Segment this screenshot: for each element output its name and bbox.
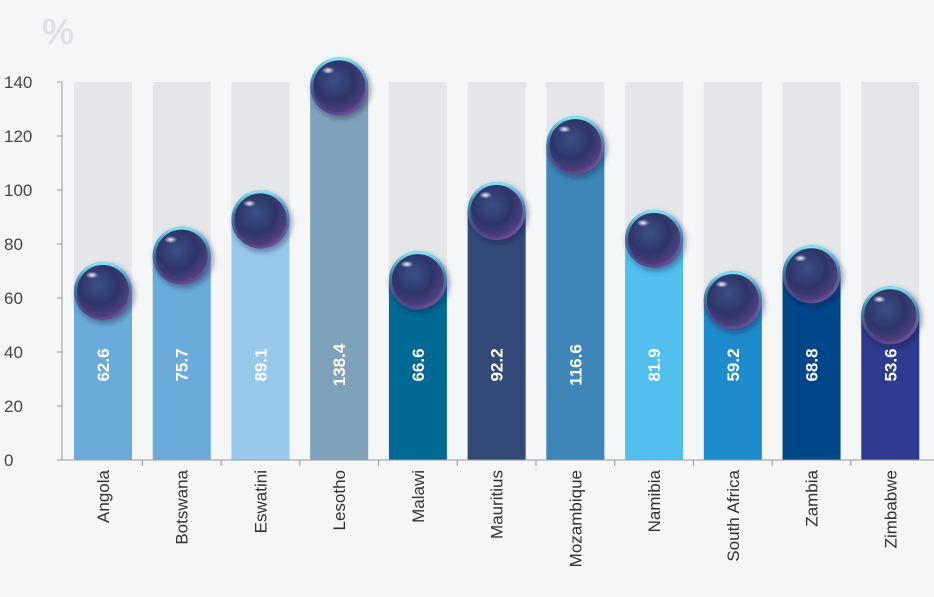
ball-rim [861,286,920,345]
y-tick-label: 120 [4,127,32,146]
y-tick-label: 60 [4,289,23,308]
ball-marker [546,116,605,175]
ball-marker [703,271,762,330]
ball-rim [310,57,369,116]
ball-highlight [557,125,571,133]
y-tick-label: 0 [4,451,13,470]
ball-highlight [794,254,807,262]
ball-highlight [636,219,650,227]
x-tick-label: Lesotho [330,470,349,531]
data-labels: 62.6 75.7 89.1 138.4 66.6 92.2 116.6 81.9 59.2 68… [94,343,900,386]
y-tick-label: 140 [4,73,32,92]
ball-rim [625,209,684,268]
data-label: 92.2 [488,348,507,381]
ball-rim [231,190,290,249]
data-label: 62.6 [94,348,113,381]
bar-botswana [152,255,211,460]
ball-markers [74,57,920,345]
ball-rim [388,251,447,310]
ball-rim [152,226,211,285]
ball-highlight [321,66,335,74]
y-tick-label: 20 [4,397,23,416]
ball-marker [467,182,526,241]
data-label: 59.2 [724,348,743,381]
ball-rim [703,271,762,330]
bar-mauritius [467,211,526,460]
axes [57,81,934,466]
ball-marker [861,286,920,345]
data-label: 89.1 [251,348,270,381]
bar-eswatini [231,219,290,460]
data-label: 81.9 [645,348,664,381]
ball-rim [74,261,132,320]
x-tick-label: South Africa [724,469,743,561]
ball-highlight [715,280,729,288]
ball-marker [152,226,211,285]
ball-highlight [872,295,886,303]
bar-malawi [388,280,447,460]
data-label: 66.6 [409,348,428,381]
ball-highlight [479,191,492,199]
bars [74,86,920,460]
data-label: 53.6 [881,348,900,381]
x-tick-label: Mozambique [566,470,585,567]
ball-rim [782,245,841,304]
x-tick-label: Angola [94,469,113,522]
data-label: 75.7 [173,348,192,381]
y-tick-label: 100 [4,181,32,200]
ball-marker [310,57,369,116]
x-tick-label: Zambia [803,469,822,526]
ball-rim [467,182,526,241]
data-label: 116.6 [566,344,585,386]
x-tick-label: Malawi [409,470,428,523]
x-tick-label: Namibia [645,469,664,532]
x-tick-label: Mauritius [488,470,507,539]
ball-marker [388,251,447,310]
ball-marker [231,190,290,249]
bar-zambia [782,274,841,460]
y-axis-label: % [42,11,74,52]
y-tick-labels: 0 20 40 60 80 100 120 140 [4,73,32,470]
y-tick-label: 40 [4,343,23,362]
x-tick-label: Botswana [173,469,192,544]
data-label: 68.8 [803,348,822,381]
x-tick-label: Zimbabwe [881,470,900,548]
ball-highlight [243,200,256,207]
ball-highlight [400,260,414,268]
ball-highlight [85,271,99,279]
ball-highlight [164,236,178,244]
ball-marker [625,209,684,268]
x-tick-label: Eswatini [251,470,270,533]
bar-lesotho [310,86,369,460]
ball-marker [782,245,841,304]
bar-mozambique [546,145,605,460]
data-label: 138.4 [330,343,349,386]
ball-rim [546,116,605,175]
bar-namibia [625,238,684,460]
x-tick-labels: Angola Botswana Eswatini Lesotho Malawi Mauri… [94,469,900,567]
ball-marker [74,261,132,320]
y-tick-label: 80 [4,235,23,254]
